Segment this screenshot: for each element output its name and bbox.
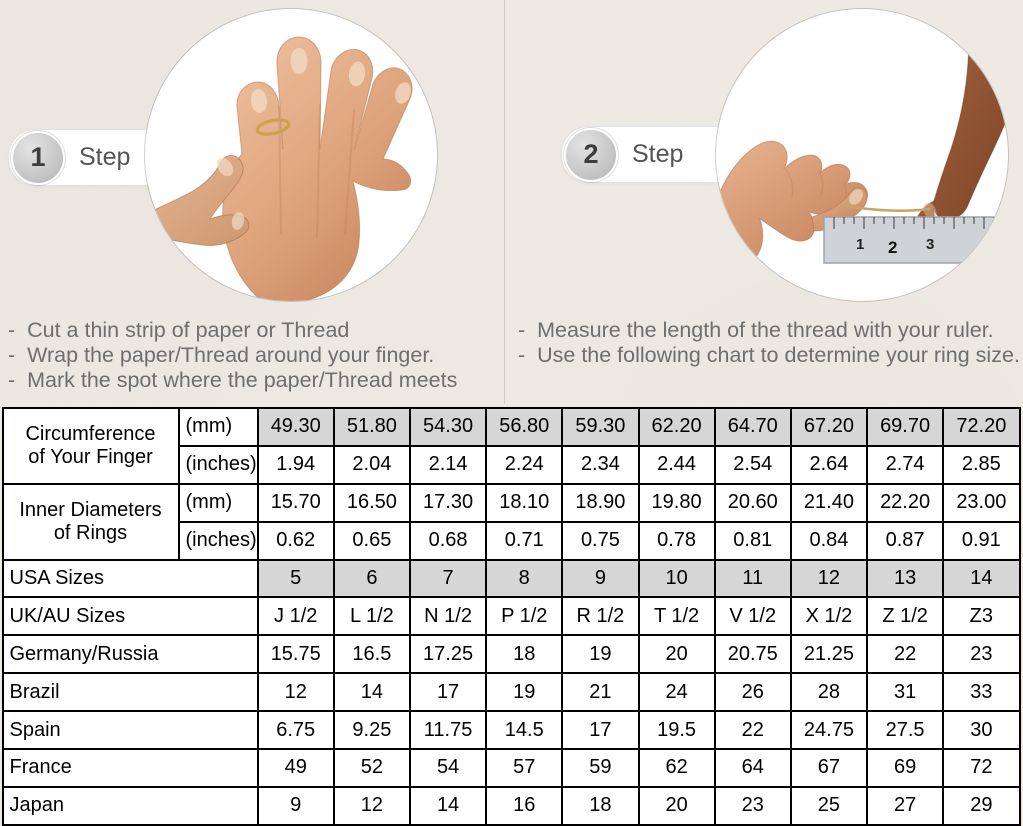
svg-text:1: 1	[856, 236, 864, 253]
svg-text:2: 2	[888, 238, 897, 257]
svg-text:3: 3	[926, 236, 934, 253]
